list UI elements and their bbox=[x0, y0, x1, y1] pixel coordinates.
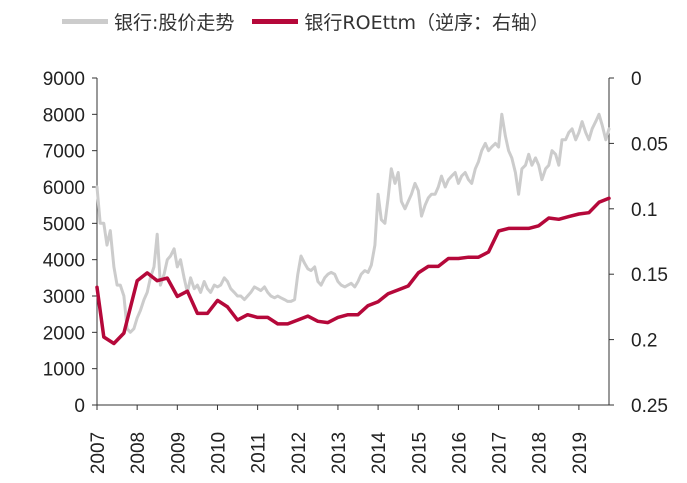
right-tick-label: 0.15 bbox=[631, 265, 668, 286]
left-tick-label: 2000 bbox=[43, 323, 85, 344]
x-tick-label: 2014 bbox=[369, 431, 390, 474]
legend-swatch-roe bbox=[252, 18, 299, 24]
legend-swatch-price bbox=[62, 18, 108, 24]
x-tick-label: 2008 bbox=[128, 432, 149, 474]
chart-series bbox=[95, 112, 611, 346]
right-tick-label: 0.25 bbox=[631, 396, 668, 417]
x-tick-label: 2016 bbox=[449, 432, 470, 474]
legend-item-price[interactable]: 银行:股价走势 bbox=[62, 8, 234, 35]
x-tick-label: 2012 bbox=[289, 432, 310, 474]
legend-label-price: 银行:股价走势 bbox=[114, 11, 235, 34]
x-tick-label: 2011 bbox=[249, 433, 270, 474]
x-tick-label: 2015 bbox=[409, 432, 430, 474]
left-tick-label: 4000 bbox=[43, 251, 85, 272]
x-tick-label: 2010 bbox=[208, 432, 229, 474]
right-tick-label: 0.2 bbox=[631, 331, 657, 352]
left-tick-label: 8000 bbox=[43, 105, 85, 126]
left-tick-label: 3000 bbox=[43, 287, 85, 308]
chart-legend: 银行:股价走势 银行ROEttm（逆序：右轴） bbox=[62, 6, 567, 36]
left-tick-label: 5000 bbox=[43, 214, 85, 235]
x-tick-label: 2007 bbox=[88, 432, 109, 474]
x-tick-label: 2009 bbox=[168, 432, 189, 474]
x-tick-label: 2017 bbox=[490, 432, 511, 474]
right-tick-label: 0 bbox=[631, 69, 642, 90]
left-tick-label: 7000 bbox=[43, 142, 85, 163]
right-tick-label: 0.05 bbox=[631, 134, 668, 155]
right-tick-label: 0.1 bbox=[631, 200, 657, 221]
x-tick-label: 2019 bbox=[570, 432, 591, 474]
legend-label-roe: 银行ROEttm（逆序：右轴） bbox=[304, 11, 549, 34]
left-tick-label: 1000 bbox=[43, 360, 85, 381]
x-tick-label: 2013 bbox=[329, 432, 350, 474]
series-line-roe bbox=[95, 196, 611, 346]
left-tick-label: 0 bbox=[74, 396, 85, 417]
x-tick-label: 2018 bbox=[530, 432, 551, 474]
left-tick-label: 9000 bbox=[43, 69, 85, 90]
left-tick-label: 6000 bbox=[43, 178, 85, 199]
legend-item-roe[interactable]: 银行ROEttm（逆序：右轴） bbox=[252, 8, 549, 35]
chart-axes: 0 1000 2000 3000 4000 5000 6000 7000 8000 9000 0 0.… bbox=[43, 69, 668, 474]
series-line-price bbox=[95, 112, 611, 334]
